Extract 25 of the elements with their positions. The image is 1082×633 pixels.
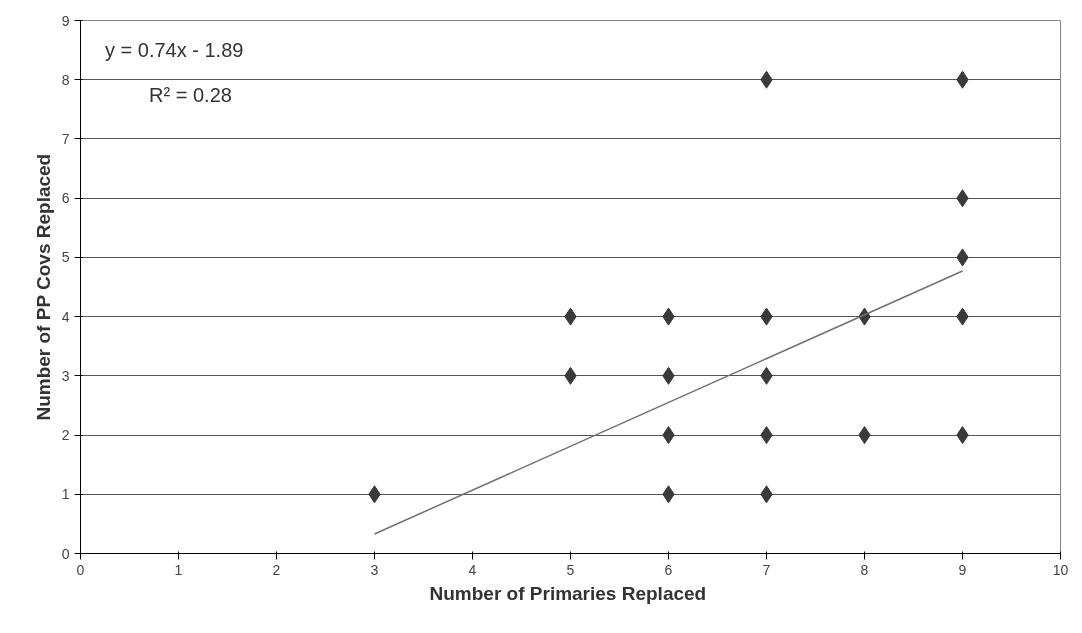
x-tick-label: 9 bbox=[958, 561, 967, 578]
x-tick-label: 6 bbox=[664, 561, 673, 578]
y-axis-title: Number of PP Covs Replaced bbox=[32, 153, 54, 421]
x-tick-label: 0 bbox=[76, 561, 85, 578]
x-tick-label: 8 bbox=[860, 561, 869, 578]
y-tick-label: 8 bbox=[61, 71, 70, 88]
x-tick-label: 7 bbox=[762, 561, 771, 578]
y-tick-label: 6 bbox=[61, 190, 70, 207]
annotation: R² = 0.28 bbox=[149, 83, 232, 106]
y-tick-label: 1 bbox=[61, 486, 70, 503]
x-tick-label: 4 bbox=[468, 561, 477, 578]
x-tick-label: 5 bbox=[566, 561, 575, 578]
x-axis-title: Number of Primaries Replaced bbox=[429, 582, 707, 604]
x-tick-label: 2 bbox=[272, 561, 281, 578]
y-tick-label: 7 bbox=[61, 130, 70, 147]
x-tick-label: 1 bbox=[174, 561, 183, 578]
annotation: y = 0.74x - 1.89 bbox=[105, 39, 244, 62]
y-tick-label: 4 bbox=[61, 308, 70, 325]
y-tick-label: 0 bbox=[61, 545, 70, 562]
x-tick-label: 3 bbox=[370, 561, 379, 578]
y-tick-label: 5 bbox=[61, 249, 70, 266]
x-tick-label: 10 bbox=[1052, 561, 1069, 578]
y-tick-label: 9 bbox=[61, 12, 70, 29]
y-tick-label: 2 bbox=[61, 427, 70, 444]
y-tick-label: 3 bbox=[61, 367, 70, 384]
